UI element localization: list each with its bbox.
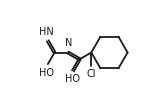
- Text: N: N: [65, 38, 73, 48]
- Text: HO: HO: [66, 74, 80, 84]
- Text: Cl: Cl: [87, 69, 96, 79]
- Text: HO: HO: [39, 68, 54, 78]
- Text: HN: HN: [39, 27, 54, 37]
